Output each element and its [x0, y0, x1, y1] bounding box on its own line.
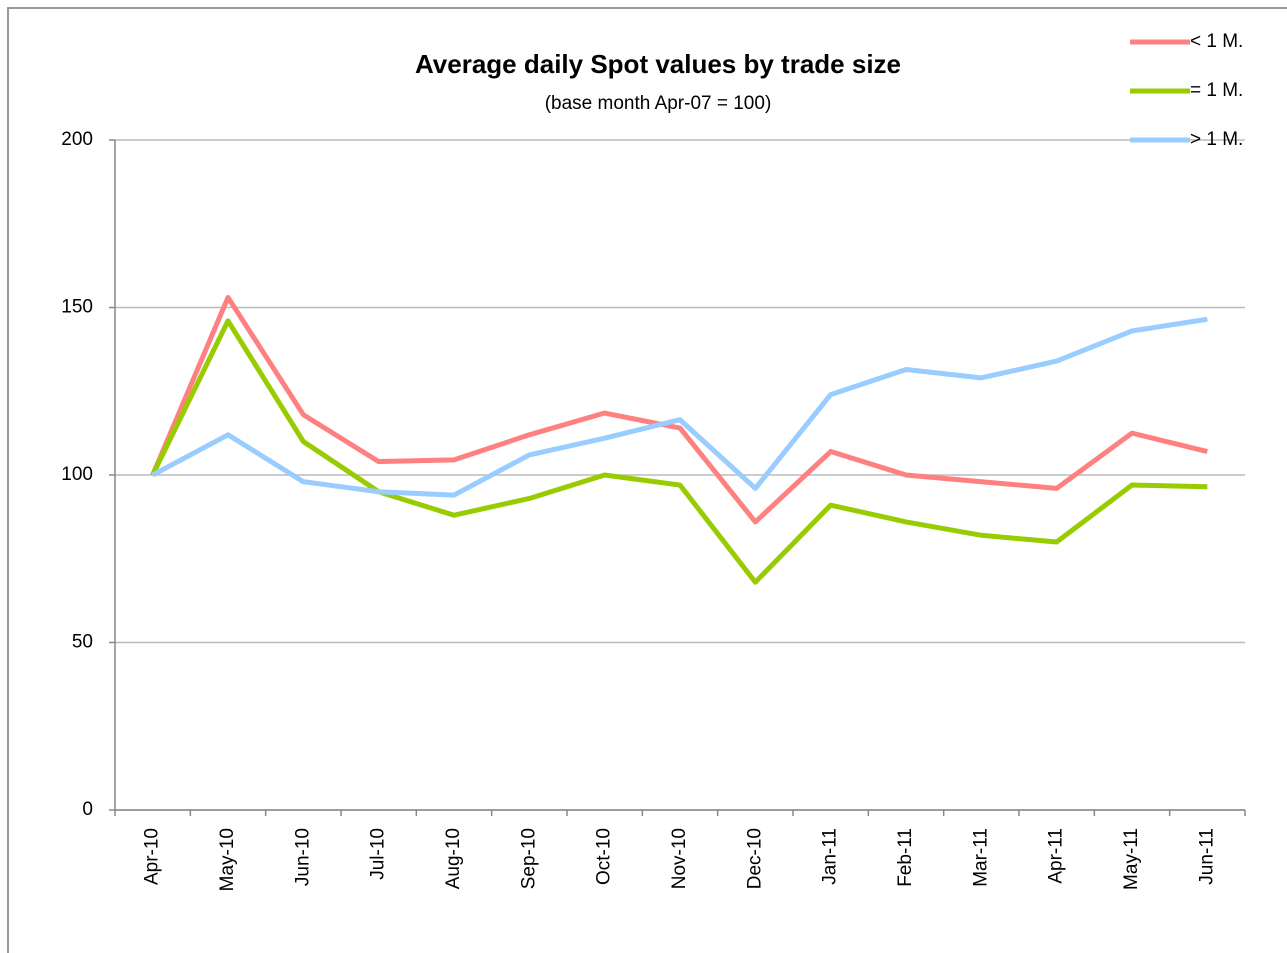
- series-line: [151, 316, 1208, 498]
- x-tick-label: Jun-10: [292, 828, 313, 886]
- series-line: [150, 294, 1208, 525]
- y-tick-label: 100: [61, 464, 93, 485]
- legend-label: = 1 M.: [1190, 80, 1243, 101]
- x-tick-label: May-10: [217, 828, 238, 891]
- y-tick-label: 0: [82, 799, 93, 820]
- y-tick-label: 200: [61, 129, 93, 150]
- x-tick-label: May-11: [1121, 828, 1142, 890]
- x-tick-label: Jun-11: [1196, 828, 1217, 885]
- x-tick-label: Aug-10: [443, 828, 464, 889]
- x-tick-label: Oct-10: [594, 828, 615, 885]
- x-tick-label: Sep-10: [518, 828, 539, 889]
- x-tick-label: Apr-11: [1046, 828, 1067, 884]
- x-tick-label: Mar-11: [970, 828, 991, 887]
- legend-label: < 1 M.: [1190, 31, 1243, 52]
- series-line: [150, 318, 1208, 585]
- x-tick-label: Dec-10: [744, 828, 765, 889]
- chart-subtitle: (base month Apr-07 = 100): [545, 93, 772, 114]
- x-tick-label: Jul-10: [368, 828, 389, 880]
- legend-label: > 1 M.: [1190, 129, 1243, 150]
- y-tick-label: 50: [72, 632, 93, 653]
- x-tick-label: Feb-11: [895, 828, 916, 887]
- x-tick-label: Apr-10: [142, 828, 163, 885]
- y-tick-label: 150: [61, 297, 93, 318]
- chart-title: Average daily Spot values by trade size: [415, 49, 901, 79]
- x-tick-label: Nov-10: [669, 828, 690, 889]
- x-tick-label: Jan-11: [820, 828, 841, 885]
